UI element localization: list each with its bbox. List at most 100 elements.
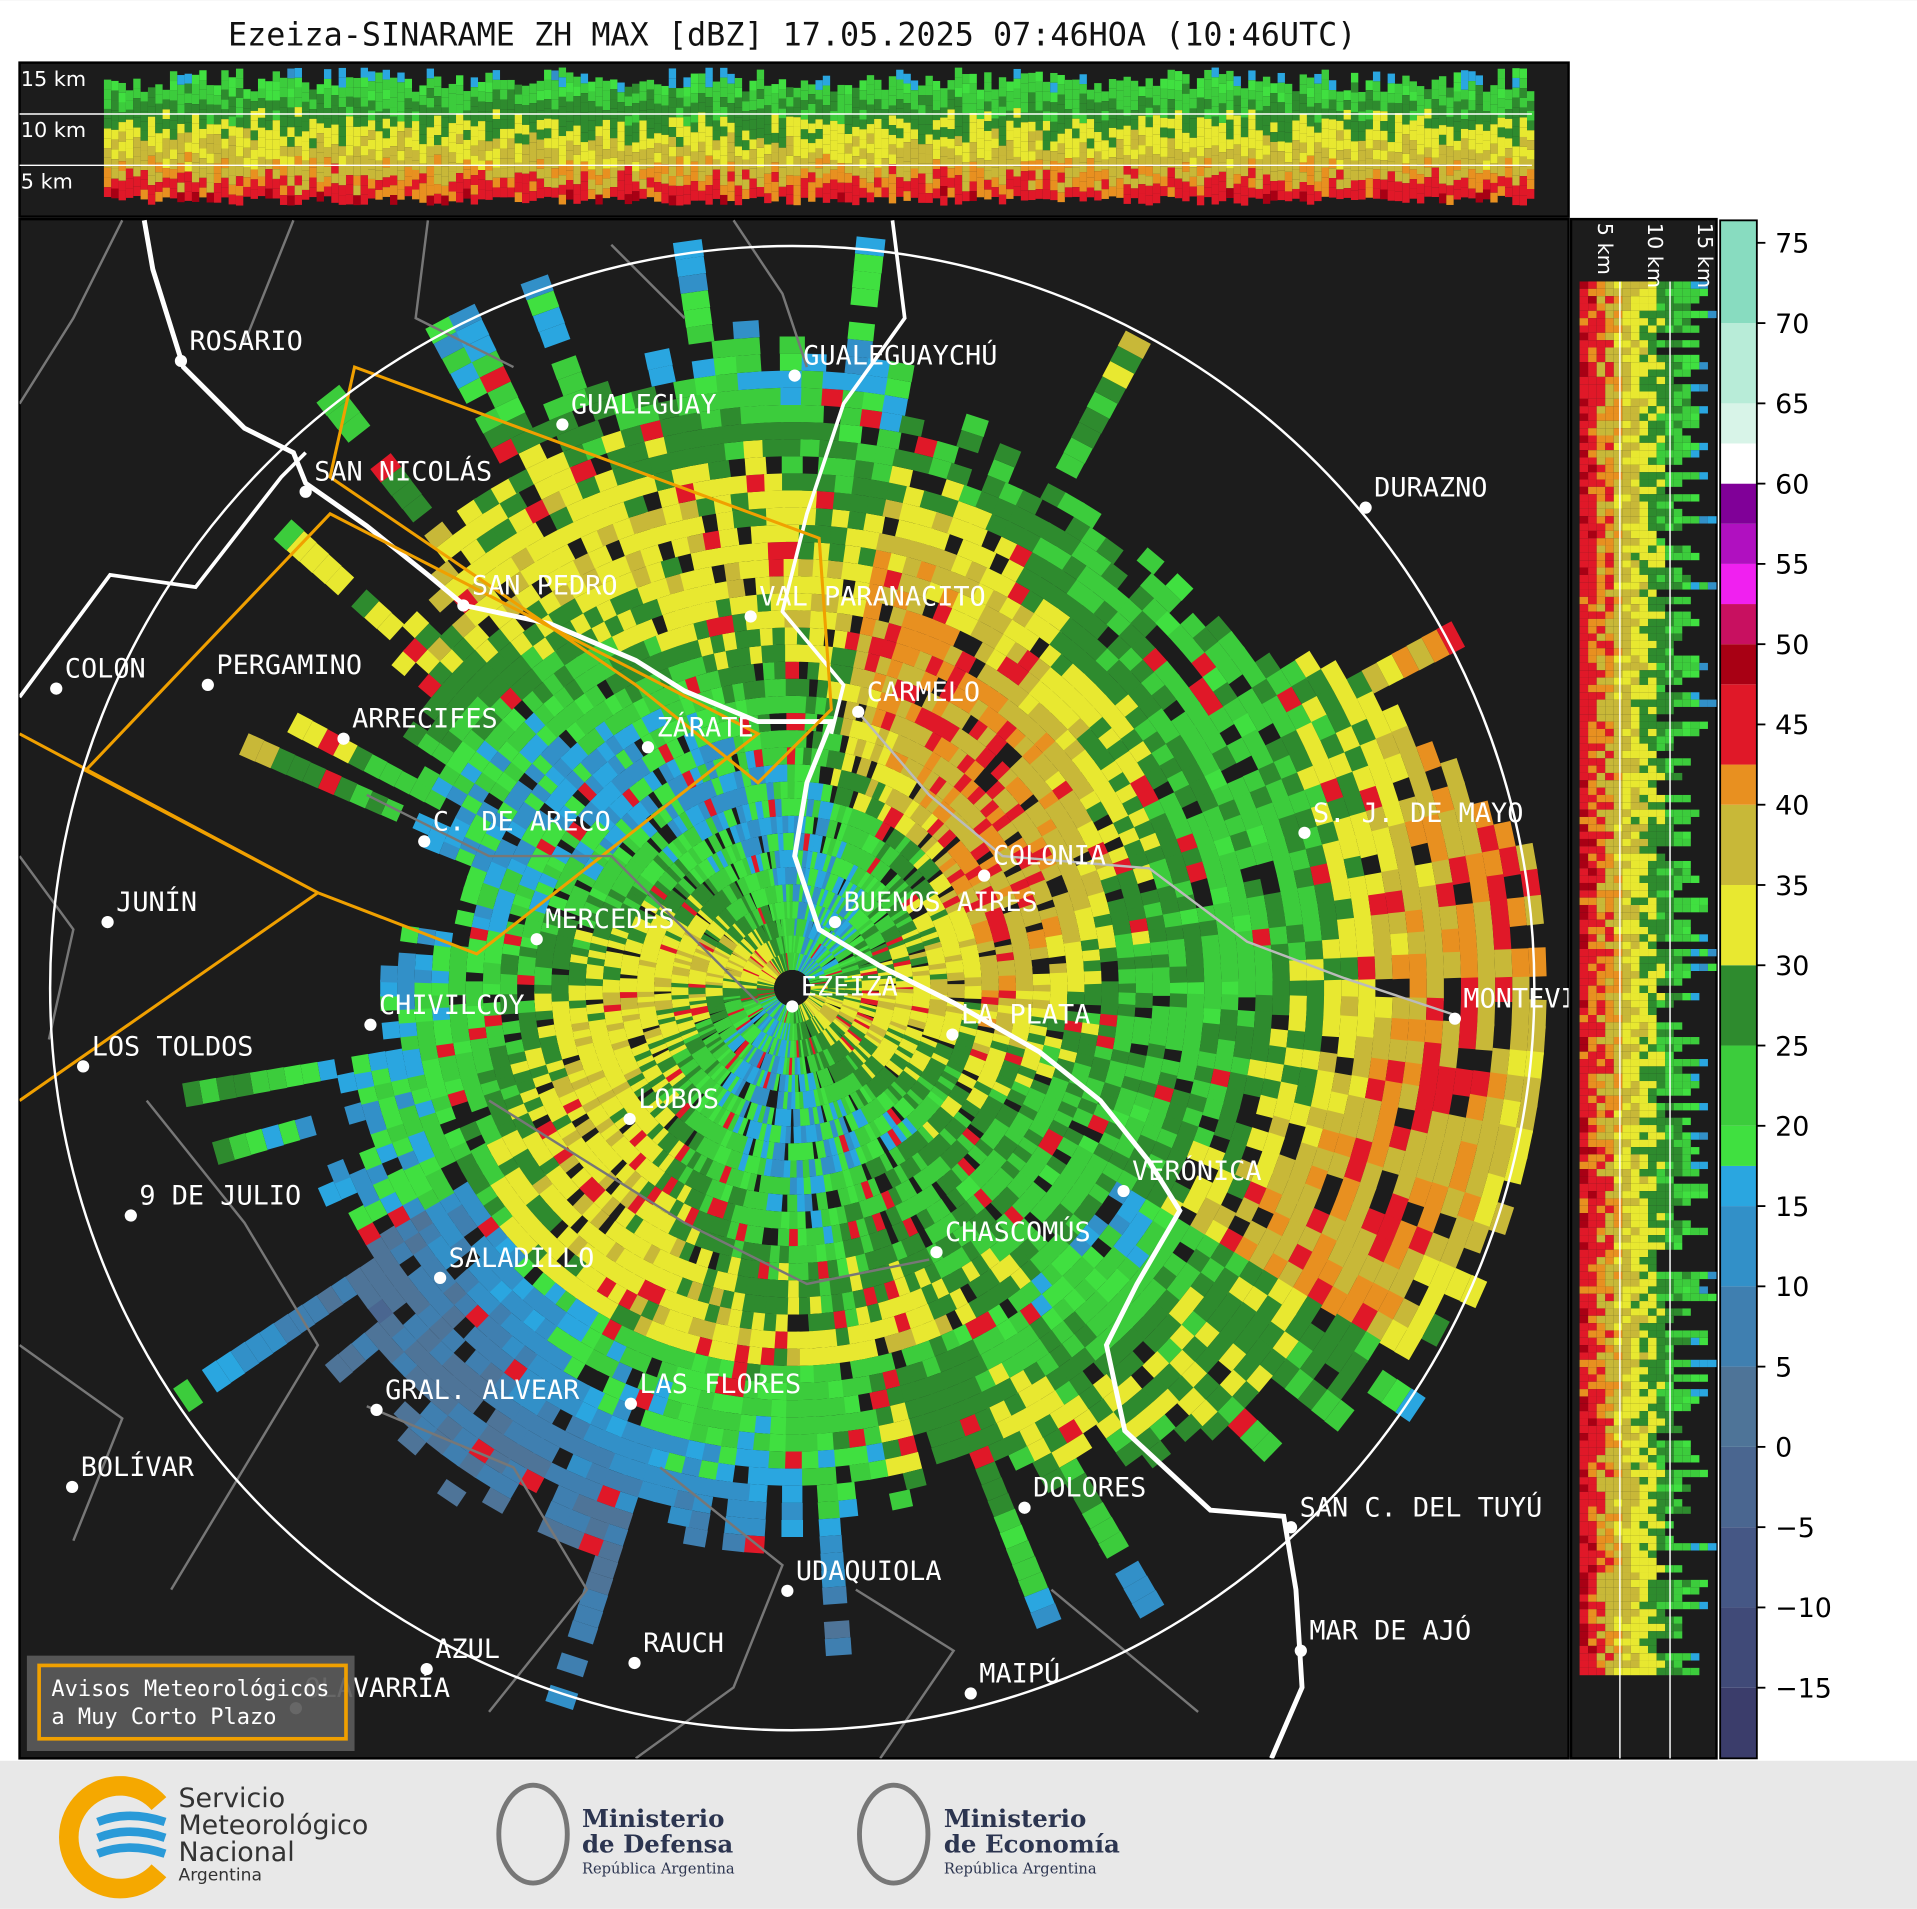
echo (765, 1450, 786, 1469)
echo (1013, 166, 1021, 177)
echo (1110, 1049, 1130, 1067)
echo (1006, 91, 1014, 102)
echo (1321, 128, 1329, 139)
echo (1186, 993, 1205, 1011)
echo (969, 142, 977, 153)
echo (810, 1210, 823, 1229)
echo (1180, 1335, 1208, 1364)
echo (777, 1228, 790, 1247)
echo (1108, 88, 1117, 99)
echo (785, 1074, 792, 1093)
echo (1387, 1269, 1415, 1301)
echo (474, 1183, 498, 1206)
echo (1189, 157, 1197, 168)
echo (1343, 158, 1351, 169)
echo (643, 1319, 665, 1342)
echo (812, 1398, 831, 1417)
echo (526, 1137, 548, 1158)
echo (1065, 1184, 1089, 1207)
echo (1512, 68, 1520, 78)
echo (875, 1006, 894, 1016)
echo (1456, 1192, 1482, 1224)
echo (696, 1174, 713, 1195)
echo (1078, 1032, 1098, 1049)
echo (1226, 139, 1234, 150)
echo (837, 182, 845, 193)
echo (228, 184, 236, 195)
echo (485, 111, 493, 122)
echo (715, 1253, 732, 1274)
echo (1446, 136, 1454, 147)
echo (684, 1063, 702, 1080)
echo (950, 1048, 970, 1064)
echo (751, 1085, 764, 1105)
echo (839, 1291, 856, 1311)
echo (700, 1078, 718, 1097)
echo (700, 1055, 718, 1072)
echo (1248, 148, 1256, 159)
echo (888, 1489, 914, 1511)
echo (991, 157, 999, 168)
echo (378, 1310, 405, 1339)
echo (499, 1457, 528, 1484)
echo (899, 1179, 918, 1200)
echo (947, 989, 965, 999)
echo (615, 1207, 636, 1229)
echo (265, 179, 273, 189)
echo (654, 152, 662, 163)
echo (646, 1166, 665, 1187)
echo (1233, 76, 1241, 87)
echo (708, 1084, 724, 1102)
echo (1006, 179, 1014, 190)
echo (763, 1193, 776, 1212)
echo (859, 1002, 878, 1012)
echo (1020, 122, 1029, 133)
echo (605, 1281, 627, 1305)
echo (1446, 165, 1454, 176)
echo (250, 120, 258, 131)
echo (654, 172, 662, 183)
echo (213, 192, 222, 203)
echo (1079, 84, 1087, 94)
echo (1117, 1351, 1145, 1378)
echo (910, 90, 919, 101)
echo (375, 150, 383, 161)
echo (1299, 162, 1307, 173)
echo (1115, 1439, 1145, 1467)
echo (963, 1001, 982, 1013)
echo (969, 112, 977, 123)
echo (1035, 71, 1043, 82)
echo (861, 992, 879, 1000)
echo (1041, 1094, 1062, 1113)
echo (976, 187, 985, 198)
echo (301, 141, 310, 151)
echo (177, 182, 185, 193)
echo (723, 1052, 739, 1070)
echo (1490, 182, 1498, 193)
echo (926, 1425, 950, 1449)
echo (1166, 1300, 1194, 1327)
echo (1072, 128, 1080, 139)
echo (720, 146, 728, 156)
echo (897, 1292, 917, 1314)
echo (500, 1266, 524, 1291)
echo (1169, 993, 1188, 1010)
echo (825, 1207, 840, 1227)
echo (932, 100, 941, 111)
echo (844, 114, 853, 125)
echo (1438, 95, 1447, 106)
echo (715, 1068, 731, 1086)
echo (1262, 154, 1271, 165)
echo (699, 1026, 717, 1040)
echo (536, 188, 545, 199)
echo (661, 134, 669, 145)
echo (965, 1296, 988, 1320)
echo (1299, 123, 1307, 134)
echo (913, 988, 931, 997)
echo (795, 1262, 809, 1281)
echo (842, 1095, 856, 1114)
echo (627, 1128, 648, 1148)
echo (718, 1128, 733, 1148)
echo (1000, 1059, 1021, 1076)
echo (1086, 167, 1095, 178)
